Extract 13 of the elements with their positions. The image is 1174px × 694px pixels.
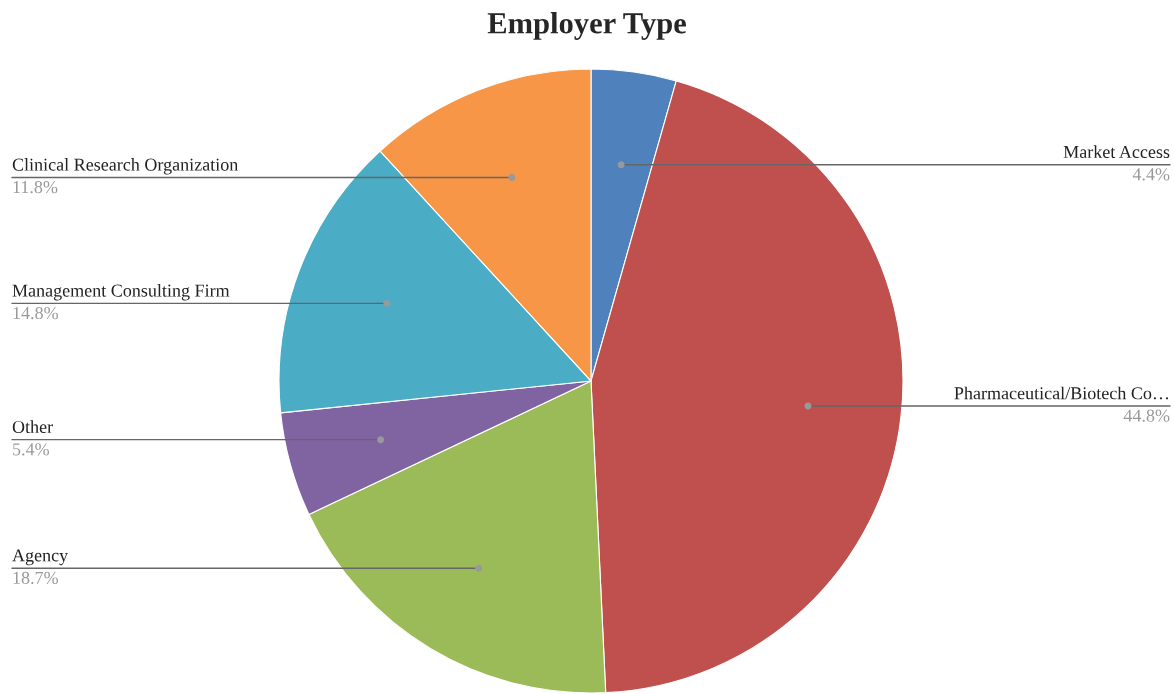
slice-label: Pharmaceutical/Biotech Co… bbox=[954, 386, 1169, 400]
slice-label: Agency bbox=[12, 549, 69, 566]
data-label: 44.8% bbox=[1123, 409, 1170, 422]
chart-title: Employer Type bbox=[487, 12, 686, 40]
data-label: 5.4% bbox=[13, 443, 49, 456]
data-label: 18.7% bbox=[13, 571, 59, 585]
slice-label: Clinical Research Organization bbox=[12, 158, 239, 175]
data-label: 11.8% bbox=[13, 180, 58, 194]
data-label: 14.8% bbox=[13, 306, 59, 320]
data-label: 4.4% bbox=[1132, 168, 1170, 181]
slice-label: Management Consulting Firm bbox=[12, 283, 230, 301]
slice-label: Market Access bbox=[1063, 145, 1170, 159]
slice-label: Other bbox=[12, 420, 53, 434]
